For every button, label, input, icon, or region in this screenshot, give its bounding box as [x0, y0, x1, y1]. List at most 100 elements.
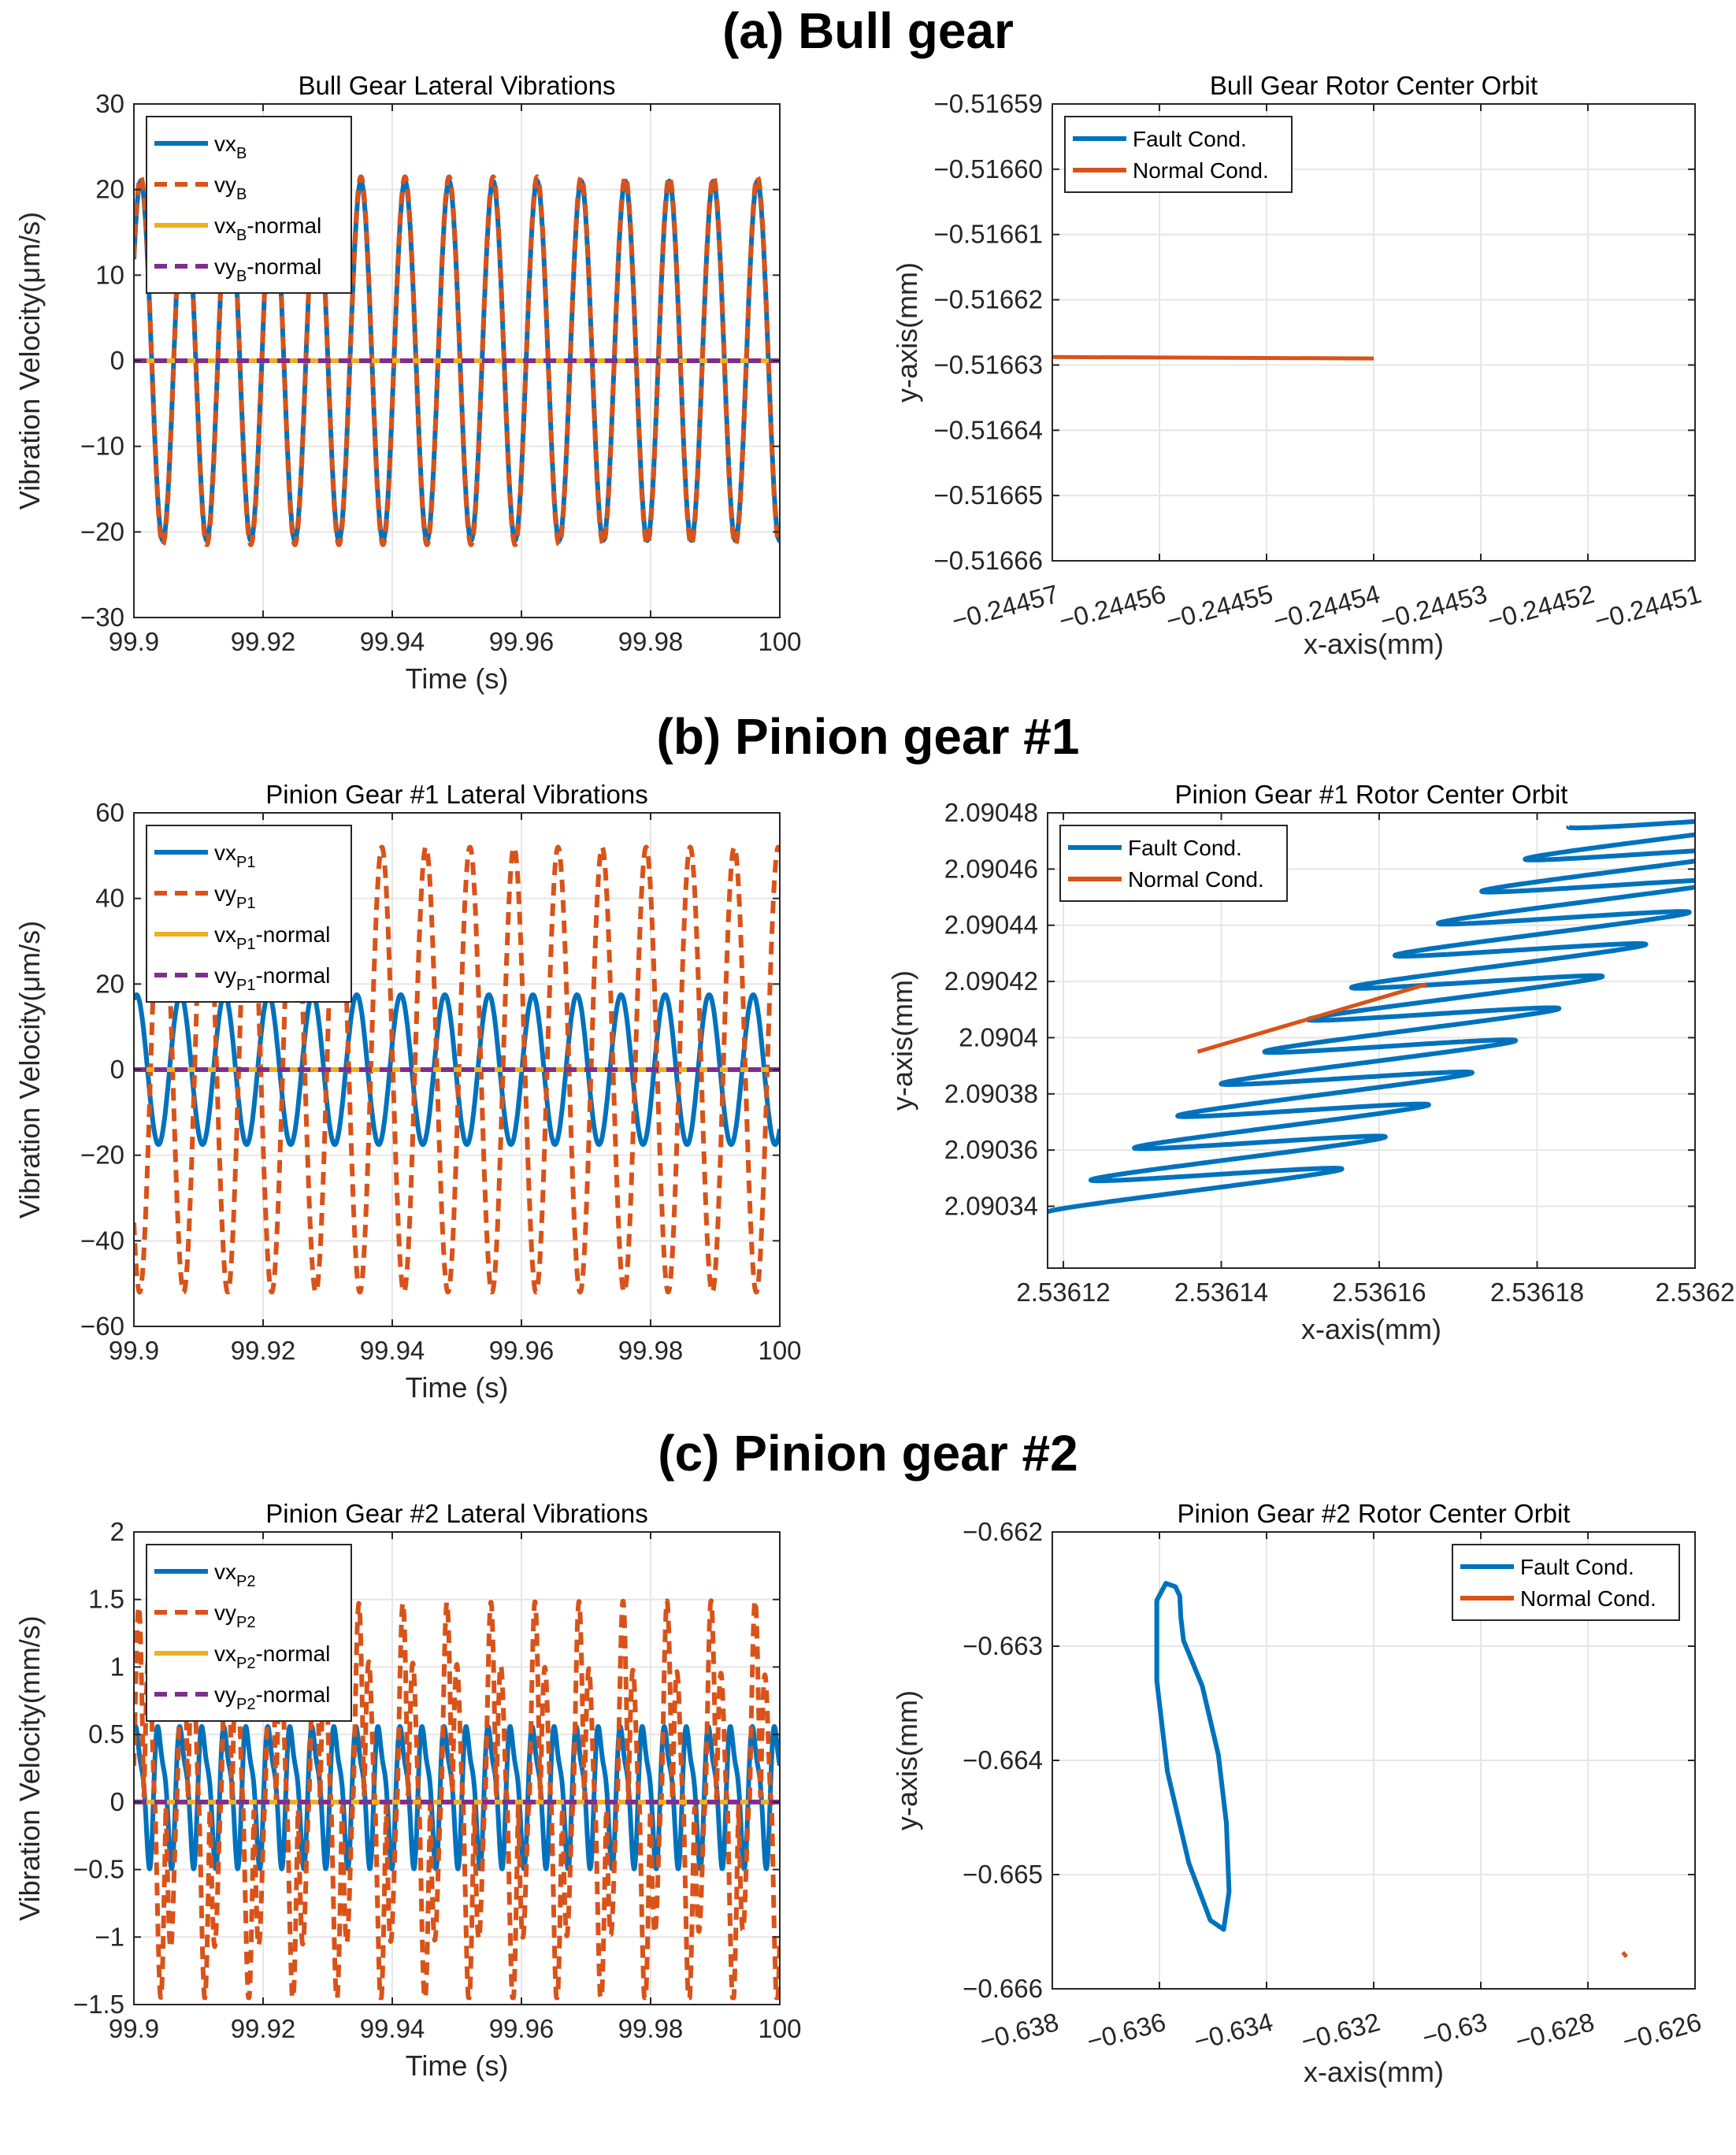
chart-title: Pinion Gear #2 Rotor Center Orbit [1178, 1499, 1571, 1528]
y-tick-label: 20 [95, 175, 124, 204]
legend-label-subscript: B [236, 145, 247, 162]
x-tick-label: 99.9 [109, 1336, 159, 1365]
y-tick-label: 2.09044 [944, 911, 1038, 940]
x-tick-label: 99.92 [231, 1336, 296, 1365]
legend-label-name: Normal Cond. [1133, 158, 1269, 183]
x-tick-label: −0.24455 [1163, 579, 1275, 636]
x-tick-label: 99.9 [109, 2014, 159, 2043]
legend: Fault Cond. Normal Cond. [1059, 825, 1288, 902]
legend-label: vxP2 [214, 1560, 255, 1590]
legend-label: Normal Cond. [1520, 1586, 1656, 1611]
y-tick-label: 0.5 [88, 1719, 124, 1749]
y-tick-label: 2 [110, 1517, 124, 1546]
y-tick-label: 2.09046 [944, 854, 1038, 883]
x-tick-label: 100 [758, 627, 801, 656]
legend-label-name: Fault Cond. [1128, 836, 1242, 860]
legend-label-name: vx [214, 1560, 236, 1584]
y-tick-label: −0.663 [963, 1631, 1043, 1660]
series-line-2 [1621, 1951, 1628, 1958]
legend-label: vxP2-normal [214, 1641, 330, 1672]
legend-label-subscript: B [236, 186, 247, 203]
legend-box [1059, 825, 1288, 902]
legend-label: Fault Cond. [1128, 836, 1242, 860]
y-tick-label: −0.51660 [933, 154, 1043, 184]
axes-frame [1047, 812, 1696, 1269]
x-tick-label: 99.92 [231, 2014, 296, 2043]
legend-label-suffix: -normal [255, 963, 330, 988]
chart-panel-4: 2.53612 2.53614 2.53616 2.53618 2.5362 2.0903… [886, 780, 1734, 1345]
y-tick-label: −1.5 [73, 1990, 124, 2019]
legend-label: vyB-normal [214, 254, 321, 285]
y-tick-label: −60 [80, 1311, 124, 1341]
x-axis-label: x-axis(mm) [1304, 2056, 1444, 2088]
legend-label-name: vx [214, 840, 236, 865]
x-tick-label: 99.9 [109, 627, 159, 656]
legend-label-suffix: -normal [255, 922, 330, 947]
legend-label: vyP2 [214, 1600, 255, 1631]
legend-box [146, 825, 352, 1003]
y-tick-label: 60 [95, 798, 124, 827]
y-tick-label: −1 [95, 1922, 124, 1951]
legend-label: Fault Cond. [1520, 1555, 1634, 1579]
legend-label-name: vx [214, 213, 236, 238]
x-tick-label: 99.98 [618, 2014, 684, 2043]
x-axis-label: Time (s) [406, 2049, 509, 2082]
legend-label-subscript: P1 [236, 854, 255, 871]
y-tick-label: −0.662 [963, 1517, 1043, 1546]
legend-label-subscript: B [236, 227, 247, 244]
x-tick-label: −0.24454 [1270, 579, 1382, 636]
y-tick-label: 0 [110, 1787, 124, 1816]
y-tick-label: −0.51666 [933, 546, 1043, 575]
legend-label-name: Normal Cond. [1128, 867, 1264, 892]
x-tick-label: 100 [758, 1336, 801, 1365]
x-tick-label: −0.24453 [1377, 579, 1489, 636]
legend-label-name: Normal Cond. [1520, 1586, 1656, 1611]
legend-label-name: vy [214, 881, 236, 906]
legend-label: vyP1 [214, 881, 255, 912]
legend-label-subscript: B [236, 268, 247, 285]
legend: Fault Cond. Normal Cond. [1064, 116, 1293, 193]
series-group [134, 844, 780, 1295]
y-tick-label: −0.51662 [933, 285, 1043, 314]
legend-label: Normal Cond. [1133, 158, 1269, 183]
legend-box [146, 116, 352, 294]
y-tick-label: 2.09036 [944, 1135, 1038, 1164]
x-axis-label: Time (s) [406, 1371, 509, 1404]
y-tick-label: −0.51664 [933, 415, 1043, 444]
y-tick-label: 2.0904 [959, 1022, 1038, 1052]
legend-label-subscript: P1 [236, 977, 255, 994]
legend-label-name: vy [214, 172, 236, 197]
x-tick-label: −0.626 [1619, 2007, 1704, 2056]
y-tick-label: −0.666 [963, 1974, 1043, 2003]
section-title-a: (a) Bull gear [722, 2, 1014, 59]
y-tick-label: 0 [110, 346, 124, 375]
y-tick-label: 10 [95, 260, 124, 289]
x-tick-label: −0.24456 [1055, 579, 1168, 636]
chart-title: Pinion Gear #2 Lateral Vibrations [265, 1499, 648, 1528]
y-axis-label: Vibration Velocity(μm/s) [13, 212, 46, 510]
series-group [1154, 1581, 1628, 1958]
x-tick-label: −0.634 [1191, 2007, 1276, 2056]
y-tick-label: 2.09034 [944, 1192, 1038, 1221]
x-tick-label: −0.636 [1084, 2007, 1169, 2056]
y-tick-label: 1 [110, 1652, 124, 1681]
x-tick-label: 2.53618 [1490, 1278, 1584, 1307]
legend-label: Normal Cond. [1128, 867, 1264, 892]
series-line-2 [134, 844, 780, 1295]
x-tick-label: 100 [758, 2014, 801, 2043]
legend-label-subscript: P2 [236, 1655, 255, 1672]
legend-label-suffix: -normal [255, 1641, 330, 1666]
legend: Fault Cond. Normal Cond. [1452, 1544, 1680, 1621]
chart-title: Bull Gear Rotor Center Orbit [1210, 71, 1538, 100]
series-line-1 [134, 992, 780, 1148]
chart-title: Pinion Gear #1 Lateral Vibrations [265, 780, 648, 809]
legend-label: Fault Cond. [1133, 127, 1247, 151]
legend-box [146, 1544, 352, 1722]
x-tick-label: 99.98 [618, 1336, 684, 1365]
y-tick-label: −30 [80, 603, 124, 632]
legend-label-subscript: P2 [236, 1696, 255, 1713]
x-tick-label: 99.96 [489, 627, 555, 656]
series-group [1048, 818, 1695, 1215]
